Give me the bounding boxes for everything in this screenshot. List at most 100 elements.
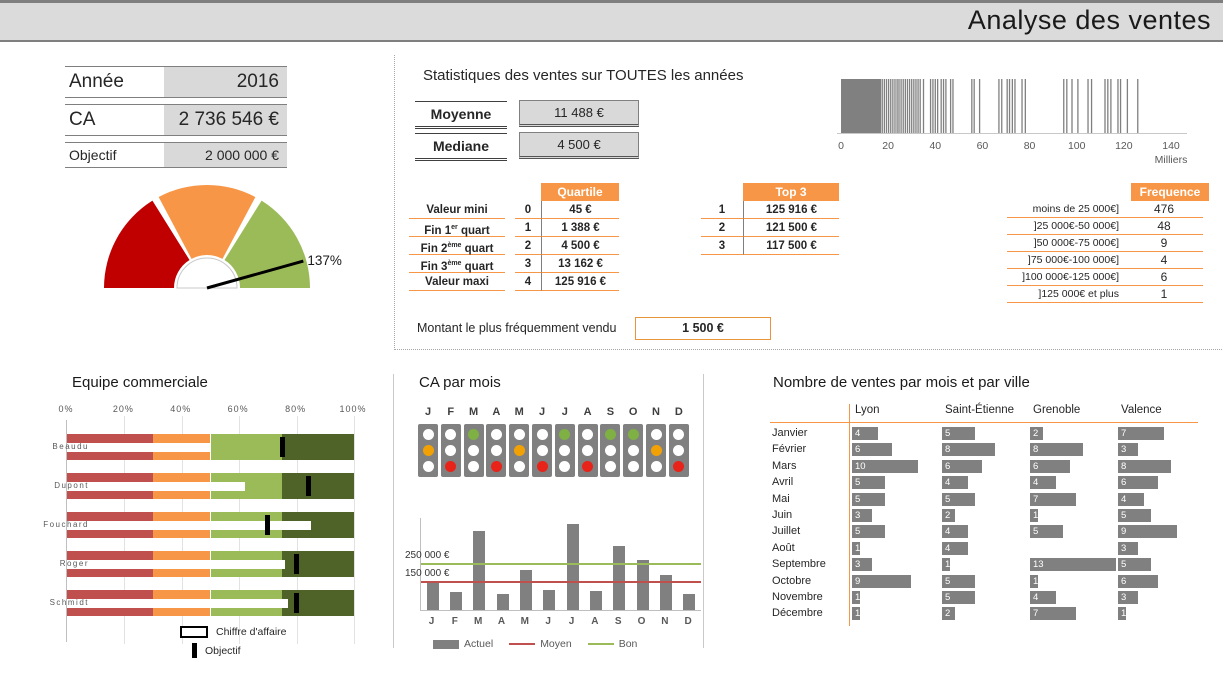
ventes-data-bar: 7: [1030, 492, 1077, 506]
red-light-on-icon: [536, 461, 548, 472]
light-off-icon: [604, 445, 616, 456]
month-letter: S: [606, 406, 615, 418]
ventes-data-bar: 3: [1118, 443, 1138, 457]
month-letter: A: [583, 406, 592, 418]
quartile-row-label: Fin 3ème quart: [409, 255, 505, 273]
month-row-label: Janvier: [772, 427, 808, 439]
ca-axis-month: J: [545, 616, 551, 627]
header-underline: [770, 422, 1198, 423]
equipe-band: [282, 551, 354, 577]
equipe-legend: Chiffre d'affaire Objectif: [180, 626, 287, 663]
ca-month-bar: [636, 560, 649, 610]
top3-table: Top 3 1 125 916 €2 121 500 €3 117 500 €: [701, 183, 839, 255]
ca-axis-month: O: [637, 616, 646, 627]
montant-value: 1 500 €: [635, 317, 771, 340]
red-light-on-icon: [673, 461, 685, 472]
ventes-data-bar: 1: [1030, 574, 1038, 588]
kpi-panel: Année 2016 CA 2 736 546 € Objectif 2 000 000 …: [65, 66, 287, 174]
ref-line-bon: [421, 563, 701, 565]
frequence-row: ]75 000€-100 000€] 4: [1007, 252, 1209, 269]
green-light-on-icon: [468, 429, 480, 440]
month-letter: N: [652, 406, 660, 418]
equipe-axis-label: 80%: [285, 404, 307, 414]
frequence-row: ]100 000€-125 000€] 6: [1007, 269, 1209, 286]
equipe-band: [282, 590, 354, 616]
top3-row: 3 117 500 €: [701, 237, 839, 255]
equipe-axis-label: 40%: [170, 404, 192, 414]
light-off-icon: [536, 445, 548, 456]
ventes-ville-title: Nombre de ventes par mois et par ville: [773, 374, 1030, 391]
ca-axis-month: M: [473, 616, 483, 627]
ca-month-bar: [613, 545, 626, 610]
header-banner: Analyse des ventes: [0, 0, 1223, 42]
gauge-value-label: 137%: [307, 253, 342, 268]
ca-axis-month: A: [497, 616, 506, 627]
montant-label: Montant le plus fréquemment vendu: [417, 321, 617, 335]
light-off-icon: [627, 461, 639, 472]
equipe-objectif-tick: [294, 554, 300, 574]
month-row-label: Août: [772, 541, 795, 554]
ca-mois-title: CA par mois: [419, 374, 501, 391]
month-row-label: Décembre: [772, 607, 823, 620]
quartile-row: Valeur maxi 4 125 916 €: [409, 273, 619, 291]
strip-tick-label: 0: [838, 140, 844, 152]
ventes-data-bar: 8: [942, 443, 995, 457]
legend-actuel-label: Actuel: [464, 638, 494, 650]
ventes-data-bar: 4: [1118, 492, 1145, 506]
equipe-category-label: Beaudu: [52, 442, 89, 451]
top3-row: 1 125 916 €: [701, 201, 839, 219]
ventes-data-bar: 4: [942, 476, 969, 490]
ventes-data-bar: 4: [852, 427, 879, 440]
ca-month-bar: [683, 594, 696, 610]
quartile-index: 1: [515, 219, 541, 237]
strip-tick-label: 60: [977, 140, 989, 152]
ventes-data-bar: 1: [852, 591, 860, 604]
kpi-row: CA 2 736 546 €: [65, 104, 287, 136]
equipe-ca-bar: [67, 598, 288, 608]
ca-axis-month: M: [520, 616, 529, 627]
frequence-range-label: ]100 000€-125 000€]: [1007, 269, 1125, 286]
table-vertical-rule: [849, 404, 850, 626]
month-letter: M: [469, 406, 479, 418]
quartile-row-label: Fin 2ème quart: [409, 237, 505, 255]
legend-objectif-label: Objectif: [205, 644, 241, 657]
ventes-data-bar: 8: [1030, 443, 1083, 457]
actuel-swatch-icon: [433, 639, 459, 649]
month-letter: J: [424, 406, 432, 418]
equipe-objectif-tick: [294, 593, 300, 613]
top3-header-row: Top 3: [701, 183, 839, 201]
frequence-row: ]50 000€-75 000€] 9: [1007, 235, 1209, 252]
distribution-strip-chart: 0 20 40 60 80 100 120 140 Milliers: [837, 79, 1187, 166]
light-off-icon: [650, 429, 662, 440]
frequence-header: Frequence: [1131, 183, 1209, 201]
equipe-band: [282, 434, 354, 460]
quartile-row: Valeur mini 0 45 €: [409, 201, 619, 219]
ca-month-bar: [543, 589, 556, 610]
ventes-data-bar: 13: [1030, 558, 1116, 572]
strip-tick-label: 140: [1162, 140, 1180, 152]
ventes-data-bar: 1: [1030, 509, 1038, 522]
kpi-label: Objectif: [65, 143, 164, 167]
ca-axis-month: A: [591, 616, 599, 627]
ref-line-moyen: [421, 581, 701, 584]
light-off-icon: [513, 461, 525, 472]
kpi-value[interactable]: 2016: [164, 67, 287, 97]
kpi-label: Année: [65, 67, 164, 97]
traffic-light: [577, 424, 598, 477]
ventes-data-bar: 1: [852, 607, 860, 621]
ventes-data-bar: 4: [942, 525, 969, 539]
traffic-light: [623, 424, 644, 477]
equipe-band: [210, 434, 283, 460]
section-divider: [393, 374, 394, 648]
stats-panel: Statistiques des ventes sur TOUTES les a…: [394, 55, 1222, 350]
equipe-axis-label: 100%: [339, 404, 367, 414]
ca-axis-month: F: [451, 616, 458, 627]
city-column-header: Valence: [1121, 404, 1162, 416]
ventes-data-bar: 2: [942, 607, 956, 621]
frequence-count: 9: [1125, 235, 1203, 252]
equipe-ca-bar: [67, 481, 245, 491]
equipe-ca-bar: [67, 520, 311, 530]
kpi-value: 2 736 546 €: [164, 105, 287, 135]
frequence-range-label: ]50 000€-75 000€]: [1007, 235, 1125, 252]
ventes-data-bar: 3: [852, 509, 872, 522]
